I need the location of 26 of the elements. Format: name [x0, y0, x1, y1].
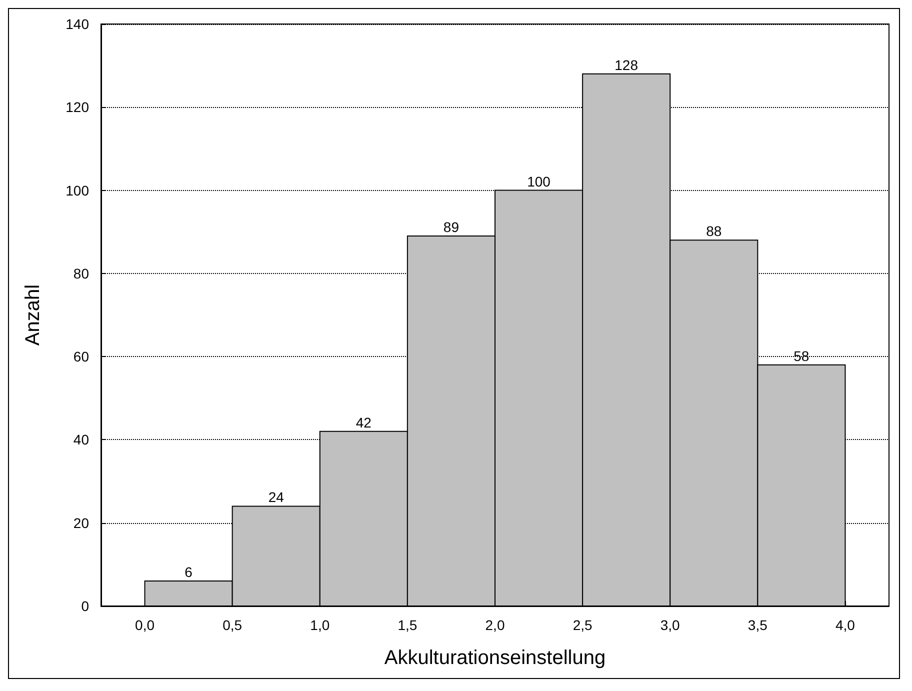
x-axis-title: Akkulturationseinstellung	[384, 647, 606, 669]
y-tick-label: 20	[73, 514, 90, 531]
x-tick-label: 2,0	[485, 617, 505, 633]
x-tick-label: 1,5	[398, 617, 418, 633]
y-tick-label: 40	[73, 432, 90, 448]
y-tick-label: 80	[73, 265, 90, 282]
x-tick-label: 0,0	[135, 617, 155, 633]
data-label: 100	[527, 173, 551, 190]
x-tick-label: 0,5	[222, 617, 242, 633]
y-tick-label: 100	[66, 182, 90, 198]
y-tick-label: 0	[81, 598, 90, 614]
x-tick-label: 1,0	[310, 617, 330, 633]
data-label: 88	[706, 223, 722, 240]
data-label: 128	[614, 56, 638, 73]
data-label: 42	[356, 414, 372, 430]
y-tick-label: 60	[73, 348, 90, 365]
y-tick-label: 140	[66, 16, 90, 32]
x-tick-label: 3,0	[660, 617, 680, 633]
y-axis-title: Anzahl	[22, 284, 44, 346]
x-tick-label: 3,5	[748, 617, 768, 633]
x-tick-label: 4,0	[835, 617, 856, 633]
data-label: 6	[184, 564, 193, 580]
x-tick-label: 2,5	[572, 617, 592, 633]
data-label: 89	[443, 219, 460, 236]
y-tick-label: 120	[66, 99, 90, 116]
data-label: 24	[268, 489, 284, 506]
